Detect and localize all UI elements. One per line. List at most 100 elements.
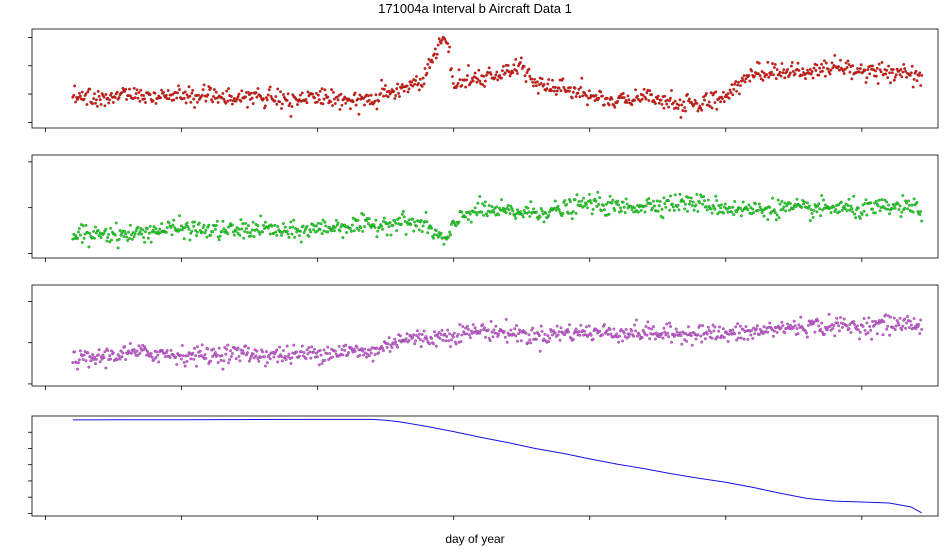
data-point xyxy=(705,332,709,336)
data-point xyxy=(916,210,920,213)
data-point xyxy=(884,72,888,76)
data-point xyxy=(536,217,540,221)
data-point xyxy=(761,332,765,336)
data-point xyxy=(168,356,172,360)
data-point xyxy=(810,70,814,74)
data-point xyxy=(886,76,890,80)
data-point xyxy=(817,202,821,206)
data-point xyxy=(480,210,484,214)
data-point xyxy=(911,210,915,214)
data-point xyxy=(356,97,360,101)
data-point xyxy=(812,209,816,212)
data-point xyxy=(449,338,453,342)
data-point xyxy=(575,193,579,197)
data-point xyxy=(183,226,187,229)
data-point xyxy=(360,211,364,215)
data-point xyxy=(577,200,581,203)
data-point xyxy=(891,326,895,329)
data-point xyxy=(704,205,708,209)
data-point xyxy=(552,206,556,210)
data-point xyxy=(421,76,425,80)
data-point xyxy=(190,229,194,233)
data-point xyxy=(611,198,615,202)
data-point xyxy=(906,207,909,211)
data-point xyxy=(179,357,183,361)
data-point xyxy=(501,64,505,68)
data-point xyxy=(554,208,558,212)
data-point xyxy=(890,207,894,211)
data-point xyxy=(619,209,623,213)
data-point xyxy=(449,67,453,71)
data-point xyxy=(756,72,760,76)
data-point xyxy=(607,212,611,216)
data-point xyxy=(726,210,730,214)
data-point xyxy=(865,76,869,80)
data-point xyxy=(531,80,535,84)
data-point xyxy=(104,93,108,96)
data-point xyxy=(465,332,469,336)
data-point xyxy=(142,94,146,97)
data-point xyxy=(731,93,735,97)
data-point xyxy=(117,237,121,241)
data-point xyxy=(616,199,620,203)
data-point xyxy=(102,356,106,360)
data-point xyxy=(221,219,225,223)
data-point xyxy=(736,83,740,87)
data-point xyxy=(94,231,98,235)
data-point xyxy=(824,61,828,65)
data-point xyxy=(821,208,824,212)
data-point xyxy=(888,212,892,216)
data-point xyxy=(227,87,231,91)
data-point xyxy=(621,200,625,204)
data-point xyxy=(186,354,190,358)
data-point xyxy=(464,85,468,89)
data-point xyxy=(265,361,269,365)
data-point xyxy=(182,96,186,100)
data-point xyxy=(107,101,111,105)
data-point xyxy=(92,358,96,362)
data-point xyxy=(326,230,330,234)
data-point xyxy=(732,87,736,91)
data-point xyxy=(669,96,672,100)
data-point xyxy=(209,86,213,90)
data-point xyxy=(574,211,578,215)
data-point xyxy=(141,228,145,232)
data-point xyxy=(161,349,164,352)
data-point xyxy=(684,202,688,206)
data-point xyxy=(344,343,348,347)
data-point xyxy=(659,98,663,102)
data-point xyxy=(111,351,115,355)
data-point xyxy=(237,92,241,96)
data-point xyxy=(836,321,840,325)
data-point xyxy=(568,89,571,93)
data-point xyxy=(610,201,614,205)
data-point xyxy=(602,103,606,107)
data-point xyxy=(883,198,887,202)
data-point xyxy=(111,100,115,104)
data-point xyxy=(555,89,559,93)
data-point xyxy=(920,73,924,77)
data-point xyxy=(483,200,487,204)
data-point xyxy=(248,357,252,361)
data-point xyxy=(871,207,875,211)
data-point xyxy=(621,91,625,95)
data-point xyxy=(740,76,744,80)
data-point xyxy=(912,317,916,320)
data-point xyxy=(920,327,924,331)
data-point xyxy=(598,196,602,200)
data-point xyxy=(676,203,680,207)
data-point xyxy=(601,94,604,98)
data-point xyxy=(540,77,544,81)
data-point xyxy=(272,355,276,359)
data-point xyxy=(733,82,737,86)
data-point xyxy=(103,350,107,354)
data-point xyxy=(96,353,100,357)
data-point xyxy=(517,332,520,336)
data-point xyxy=(623,211,627,215)
data-point xyxy=(757,202,761,206)
data-point xyxy=(439,332,443,336)
data-point xyxy=(280,102,284,106)
data-point xyxy=(890,71,894,75)
data-point xyxy=(291,225,295,229)
data-point xyxy=(842,317,846,321)
